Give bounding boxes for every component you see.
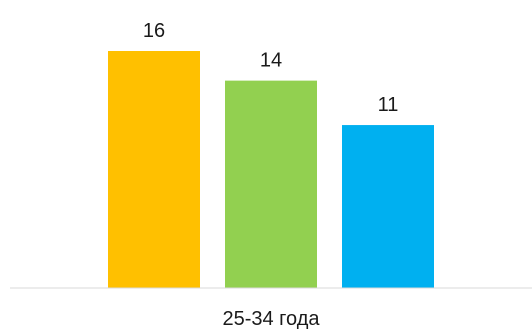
bars-layer xyxy=(108,51,434,288)
data-labels-layer: 16 14 11 xyxy=(143,20,399,116)
data-label-3: 11 xyxy=(378,94,399,116)
bar-2 xyxy=(225,80,317,288)
bar-3 xyxy=(342,125,434,288)
category-label: 25-34 года xyxy=(222,308,320,330)
bar-1 xyxy=(108,51,200,288)
data-label-1: 16 xyxy=(143,20,165,42)
data-label-2: 14 xyxy=(260,50,282,72)
